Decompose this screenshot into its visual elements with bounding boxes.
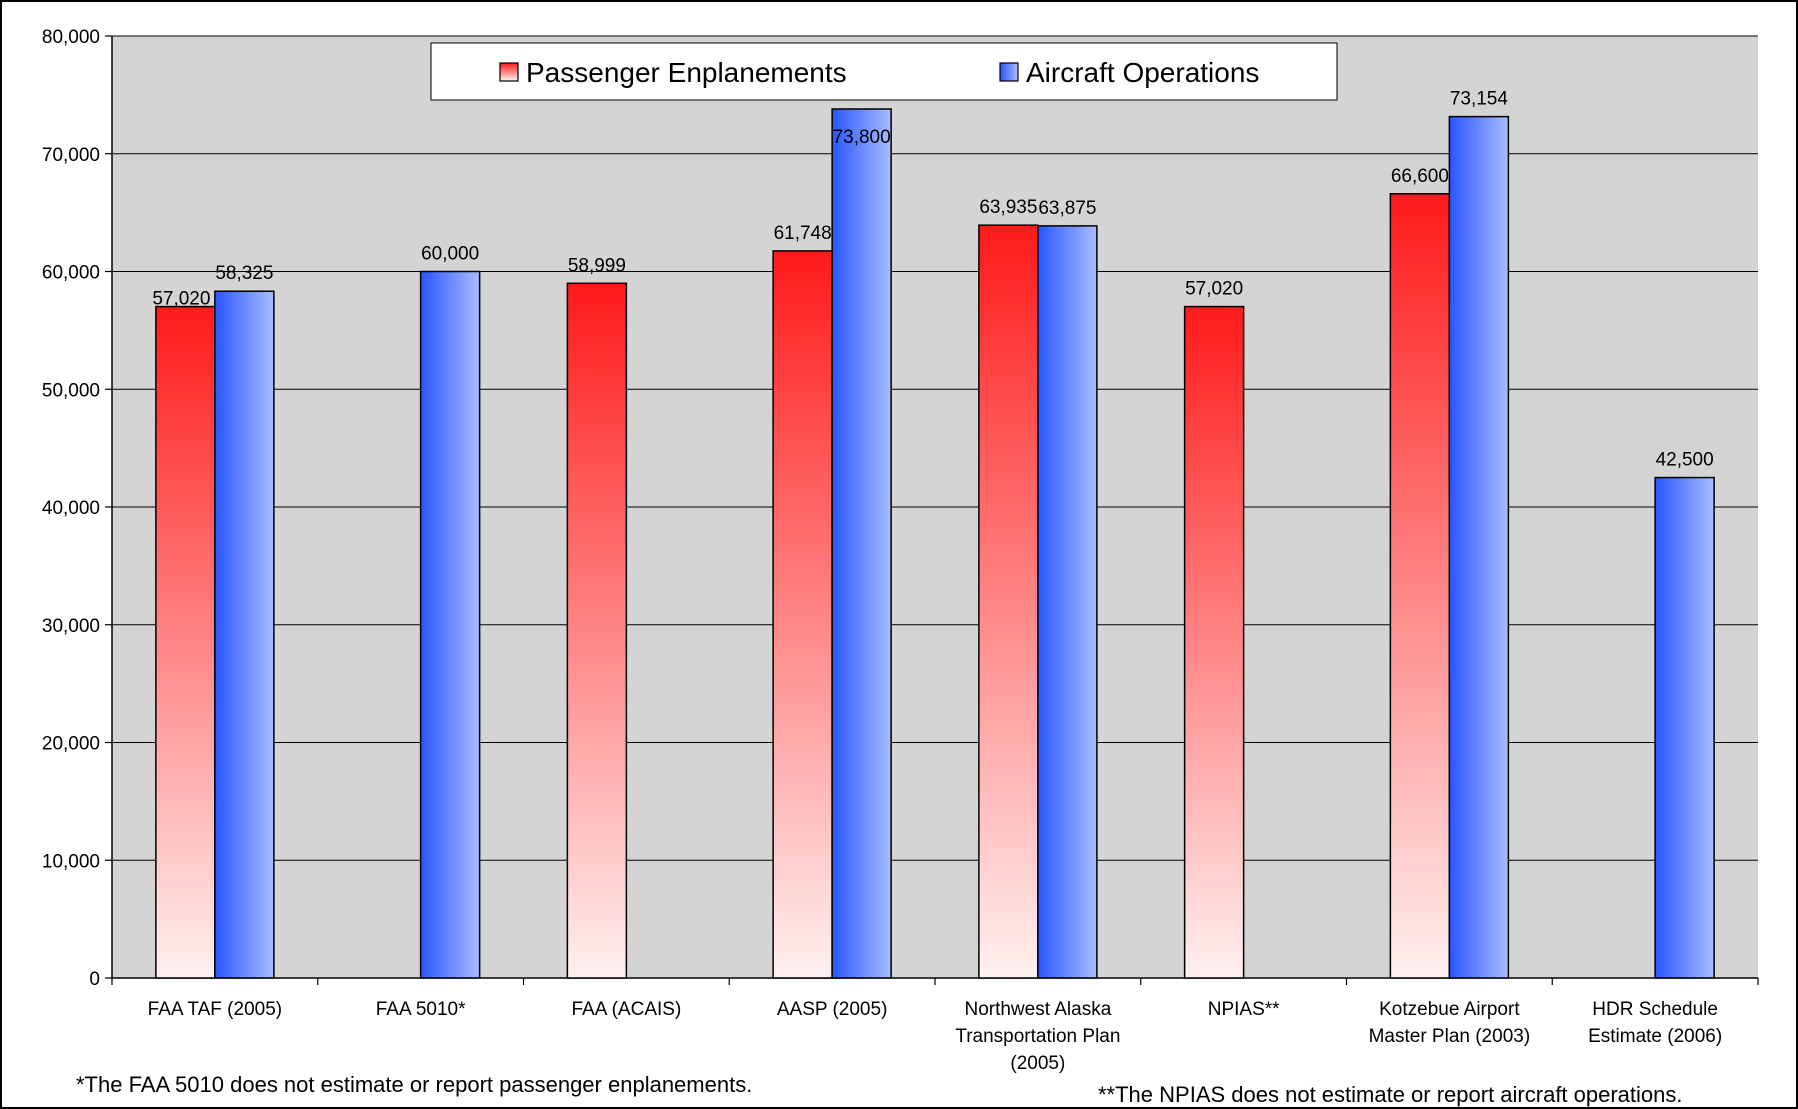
bars: [155, 108, 1715, 979]
x-tick-label: Northwest Alaska: [964, 999, 1111, 1020]
data-label: 58,999: [568, 255, 626, 276]
bar-passenger-enplanements: [155, 305, 216, 979]
legend-box: [430, 42, 1338, 101]
x-tick-label: (2005): [1010, 1053, 1065, 1074]
data-label: 61,748: [774, 223, 832, 244]
x-tick-label: FAA TAF (2005): [148, 999, 282, 1020]
x-tick-label: Kotzebue Airport: [1379, 999, 1520, 1020]
y-tick-label: 10,000: [42, 851, 100, 872]
legend-swatch-passenger-enplanements: [499, 62, 519, 82]
x-tick-label: FAA (ACAIS): [571, 999, 681, 1020]
y-tick-label: 80,000: [42, 27, 100, 48]
x-tick-label: Master Plan (2003): [1369, 1026, 1531, 1047]
data-label: 58,325: [215, 263, 273, 284]
y-tick-label: 40,000: [42, 498, 100, 519]
bar-passenger-enplanements: [1389, 193, 1451, 979]
data-label: 57,020: [152, 289, 210, 310]
x-tick-label: Estimate (2006): [1588, 1026, 1722, 1047]
y-tick-label: 60,000: [42, 263, 100, 284]
data-label: 66,600: [1391, 166, 1449, 187]
data-label: 63,875: [1038, 198, 1096, 219]
y-tick-label: 20,000: [42, 734, 100, 755]
data-label: 60,000: [421, 244, 479, 265]
legend-swatch-aircraft-operations: [999, 62, 1019, 82]
data-label: 73,800: [833, 127, 891, 148]
legend-label-aircraft-operations: Aircraft Operations: [1026, 57, 1259, 88]
legend: Passenger Enplanements Aircraft Operatio…: [430, 42, 1338, 101]
footnote-faa-5010: *The FAA 5010 does not estimate or repor…: [76, 1072, 753, 1097]
bar-aircraft-operations: [1448, 115, 1510, 979]
bar-aircraft-operations: [419, 270, 481, 979]
y-tick-label: 0: [89, 969, 100, 990]
data-label: 42,500: [1656, 450, 1714, 471]
legend-label-passenger-enplanements: Passenger Enplanements: [526, 57, 847, 88]
x-tick-label: AASP (2005): [777, 999, 888, 1020]
bar-aircraft-operations: [831, 108, 892, 979]
bar-aircraft-operations: [1037, 225, 1098, 979]
y-tick-label: 30,000: [42, 616, 100, 637]
data-label: 57,020: [1185, 279, 1243, 300]
x-tick-label: NPIAS**: [1208, 999, 1280, 1020]
bar-passenger-enplanements: [772, 250, 833, 979]
y-tick-label: 50,000: [42, 380, 100, 401]
bar-passenger-enplanements: [1183, 305, 1245, 979]
x-tick-label: FAA 5010*: [376, 999, 466, 1020]
data-label: 63,935: [979, 197, 1037, 218]
x-tick-label: HDR Schedule: [1592, 999, 1718, 1020]
data-labels: 57,02058,32560,00058,99961,74873,80063,9…: [152, 89, 1713, 471]
y-tick-label: 70,000: [42, 145, 100, 166]
bar-aircraft-operations: [1654, 476, 1715, 979]
bar-passenger-enplanements: [566, 282, 628, 979]
footnote-npias: **The NPIAS does not estimate or report …: [1098, 1082, 1683, 1107]
bar-passenger-enplanements: [978, 224, 1039, 979]
axes: 0 10,000 20,000 30,000 40,000 50,000 60,000 70,…: [42, 27, 1759, 1074]
bar-aircraft-operations: [214, 290, 275, 979]
data-label: 73,154: [1450, 89, 1509, 110]
x-tick-label: Transportation Plan: [955, 1026, 1120, 1047]
